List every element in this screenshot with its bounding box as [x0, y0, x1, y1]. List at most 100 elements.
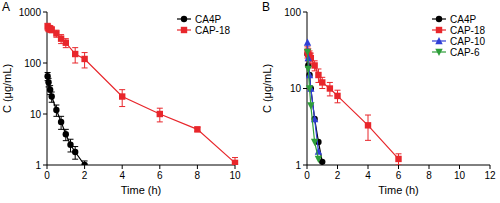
- x-tick: [337, 165, 338, 169]
- error-cap: [396, 165, 402, 166]
- data-point: [365, 122, 371, 128]
- legend-marker: [435, 49, 442, 56]
- error-cap: [365, 140, 371, 141]
- y-tick: [303, 12, 307, 13]
- x-tick-label: 4: [119, 170, 125, 181]
- panel-0: A11010010000246810Time (h)C (μg/mL)CA4PC…: [1, 0, 241, 196]
- x-tick-label: 0: [304, 170, 310, 181]
- legend: CA4PCAP-18: [177, 14, 230, 36]
- data-point: [395, 156, 401, 162]
- series-line: [308, 52, 399, 159]
- data-point: [47, 86, 53, 92]
- y-tick: [43, 63, 47, 64]
- y-tick: [43, 165, 47, 166]
- error-cap: [82, 52, 88, 53]
- legend-marker: [181, 16, 187, 22]
- x-tick: [429, 165, 430, 169]
- error-bar: [319, 77, 325, 88]
- error-cap: [119, 106, 125, 107]
- data-point: [72, 149, 78, 155]
- data-point: [311, 62, 317, 68]
- error-cap: [232, 157, 238, 158]
- x-tick-label: 6: [396, 170, 402, 181]
- error-cap: [319, 88, 325, 89]
- legend: CA4PCAP-18CAP-10CAP-6: [432, 14, 485, 58]
- y-tick-label: 1000: [19, 7, 42, 18]
- y-tick: [43, 114, 47, 115]
- x-tick: [307, 165, 308, 169]
- legend-label: CAP-10: [450, 36, 485, 47]
- data-point: [306, 71, 313, 78]
- y-axis-label: C (μg/mL): [261, 64, 273, 113]
- error-cap: [327, 82, 333, 83]
- error-bar: [157, 108, 163, 122]
- x-tick: [398, 165, 399, 169]
- data-point: [157, 111, 163, 117]
- legend-label: CAP-6: [450, 47, 480, 58]
- x-tick-label: 2: [82, 170, 88, 181]
- x-tick: [47, 165, 48, 169]
- data-point: [194, 126, 200, 132]
- x-tick-label: 8: [426, 170, 432, 181]
- error-cap: [49, 102, 55, 103]
- error-bar: [327, 82, 333, 95]
- data-point: [63, 131, 69, 137]
- error-cap: [365, 115, 371, 116]
- data-point: [307, 102, 314, 109]
- data-point: [49, 93, 55, 99]
- error-cap: [72, 47, 78, 48]
- x-tick: [459, 165, 460, 169]
- series-line: [48, 26, 235, 162]
- data-point: [327, 85, 333, 91]
- data-point: [232, 160, 238, 165]
- error-bar: [82, 161, 88, 165]
- data-point: [45, 79, 51, 85]
- panel-1: B110100024681012Time (h)C (μg/mL)CA4PCAP…: [261, 0, 496, 196]
- y-tick: [43, 12, 47, 13]
- error-cap: [119, 89, 125, 90]
- x-axis: [47, 165, 235, 166]
- x-tick-label: 12: [484, 170, 496, 181]
- y-tick: [303, 165, 307, 166]
- x-tick: [490, 165, 491, 169]
- x-tick: [159, 165, 160, 169]
- y-tick-label: 10: [290, 83, 302, 94]
- error-cap: [63, 129, 69, 130]
- x-tick: [368, 165, 369, 169]
- x-tick: [197, 165, 198, 169]
- y-tick: [303, 88, 307, 89]
- x-tick-label: 0: [44, 170, 50, 181]
- x-tick-label: 10: [229, 170, 241, 181]
- error-bar: [335, 90, 341, 103]
- data-point: [319, 79, 325, 85]
- legend-marker: [181, 27, 187, 33]
- error-bar: [53, 105, 59, 116]
- error-bar: [49, 92, 55, 102]
- data-point: [334, 93, 340, 99]
- error-bar: [365, 115, 371, 140]
- data-point: [58, 119, 64, 125]
- data-point: [81, 56, 87, 62]
- x-tick: [84, 165, 85, 169]
- error-cap: [157, 121, 163, 122]
- data-point: [119, 93, 125, 99]
- error-cap: [58, 116, 64, 117]
- panel-label: B: [262, 0, 270, 14]
- y-tick-label: 100: [24, 58, 41, 69]
- x-tick-label: 10: [454, 170, 466, 181]
- error-cap: [82, 67, 88, 68]
- error-bar: [63, 39, 69, 48]
- x-tick-label: 2: [335, 170, 341, 181]
- data-point: [306, 72, 312, 78]
- data-point: [304, 49, 311, 56]
- data-point: [311, 139, 318, 146]
- x-axis-label: Time (h): [121, 184, 162, 196]
- data-point: [304, 38, 311, 45]
- error-bar: [232, 158, 238, 165]
- error-cap: [157, 108, 163, 109]
- error-cap: [335, 90, 341, 91]
- error-cap: [53, 105, 59, 106]
- error-bar: [72, 147, 78, 160]
- legend-marker: [436, 27, 442, 33]
- x-tick: [235, 165, 236, 169]
